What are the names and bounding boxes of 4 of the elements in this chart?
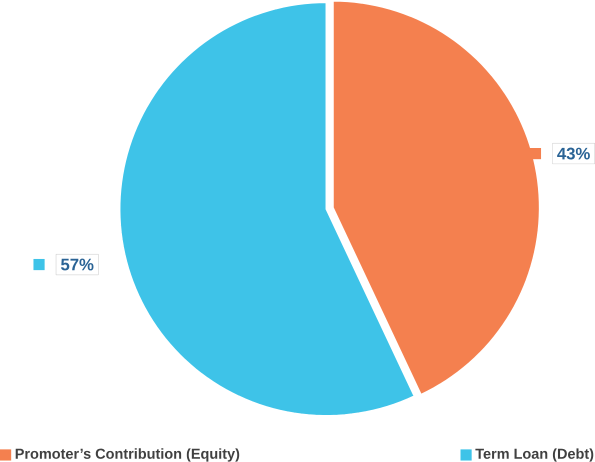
data-label: 57%	[60, 258, 94, 271]
legend-label: Term Loan (Debt)	[475, 448, 594, 462]
legend-label: Promoter’s Contribution (Equity)	[16, 448, 240, 462]
data-label: 43%	[557, 148, 590, 160]
